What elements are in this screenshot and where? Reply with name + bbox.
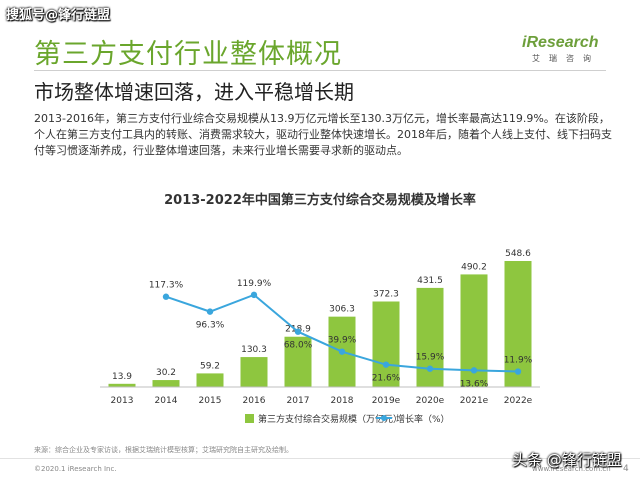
growth-point-2019e <box>382 361 390 368</box>
combo-chart: 13.930.259.2130.3218.9306.3372.3431.5490… <box>100 249 540 425</box>
legend-swatch-bars <box>245 414 254 423</box>
bar-label-2018: 306.3 <box>329 305 355 315</box>
x-tick-2019e: 2019e <box>372 396 401 406</box>
bar-2015 <box>196 373 224 387</box>
page-subtitle: 市场整体增速回落，进入平稳增长期 <box>34 80 354 104</box>
page-number: 4 <box>623 464 629 474</box>
bar-label-2013: 13.9 <box>112 372 132 382</box>
x-tick-2013: 2013 <box>111 396 134 406</box>
growth-point-2017 <box>294 328 302 335</box>
growth-label-2016: 119.9% <box>237 279 272 289</box>
x-tick-2020e: 2020e <box>416 396 445 406</box>
legend-swatch-line-dot <box>381 415 387 421</box>
bar-label-2020e: 431.5 <box>417 276 443 286</box>
bar-2017 <box>284 336 312 387</box>
growth-label-2020e: 15.9% <box>416 353 445 363</box>
bar-label-2019e: 372.3 <box>373 289 399 299</box>
bar-2020e <box>416 287 444 387</box>
x-tick-2017: 2017 <box>287 396 310 406</box>
page-description: 2013-2016年，第三方支付行业综合交易规模从13.9万亿元增长至130.3… <box>34 112 612 157</box>
title-divider <box>34 70 606 71</box>
growth-label-2021e: 13.6% <box>460 379 489 389</box>
growth-label-2014: 117.3% <box>149 281 184 291</box>
growth-point-2015 <box>206 308 214 315</box>
legend-label-bars: 第三方支付综合交易规模（万亿元） <box>258 413 402 425</box>
footer-divider <box>0 458 640 459</box>
growth-label-2015: 96.3% <box>196 321 225 331</box>
bar-label-2014: 30.2 <box>156 368 176 378</box>
bar-label-2015: 59.2 <box>200 361 220 371</box>
source-note: 来源：综合企业及专家访谈，根据艾瑞统计模型核算；艾瑞研究院自主研究及绘制。 <box>34 446 293 454</box>
growth-point-2018 <box>338 348 346 355</box>
growth-point-2020e <box>426 365 434 372</box>
x-tick-2018: 2018 <box>331 396 354 406</box>
watermark-bottom: 头条 @锋行链盟 <box>512 451 622 469</box>
x-tick-labels: 2013 2014 2015 2016 2017 2018 2019e 2020e 2021e 2… <box>111 396 533 406</box>
growth-label-2018: 39.9% <box>328 336 357 346</box>
legend-label-line: 增长率（%） <box>396 413 450 425</box>
line-series <box>162 291 522 375</box>
copyright: ©2020.1 iResearch Inc. <box>34 465 117 473</box>
x-tick-2016: 2016 <box>243 396 266 406</box>
bar-2019e <box>372 301 400 387</box>
bar-2014 <box>152 380 180 387</box>
chart-legend: 第三方支付综合交易规模（万亿元）增长率（%） <box>245 413 450 425</box>
growth-label-2019e: 21.6% <box>372 374 401 384</box>
iresearch-logo: iResearch 艾瑞咨询 <box>522 34 602 72</box>
footer-url: www.iresearch.com.cn <box>532 465 611 473</box>
bar-label-2016: 130.3 <box>241 345 267 355</box>
growth-point-2016 <box>250 291 258 299</box>
growth-point-2022e <box>514 368 522 375</box>
page-title: 第三方支付行业整体概况 <box>34 39 342 70</box>
bar-label-2022e: 548.6 <box>505 249 531 259</box>
bar-2013 <box>108 383 136 387</box>
chart-title: 2013-2022年中国第三方支付综合交易规模及增长率 <box>164 193 476 208</box>
line-value-labels: 117.3% 96.3% 119.9% 68.0% 39.9% 21.6% 15.9% 13.… <box>149 279 533 389</box>
growth-label-2022e: 11.9% <box>504 356 533 366</box>
x-tick-2014: 2014 <box>155 396 178 406</box>
bar-series <box>108 261 532 387</box>
bar-2016 <box>240 357 268 387</box>
watermark-top: 搜狐号@锋行链盟 <box>6 8 111 23</box>
x-tick-2022e: 2022e <box>504 396 533 406</box>
growth-label-2017: 68.0% <box>284 341 313 351</box>
logo-brand: iResearch <box>522 34 599 51</box>
bar-label-2021e: 490.2 <box>461 262 487 272</box>
x-tick-2015: 2015 <box>199 396 222 406</box>
growth-point-2021e <box>470 367 478 374</box>
x-tick-2021e: 2021e <box>460 396 489 406</box>
growth-point-2014 <box>162 293 170 300</box>
logo-sub: 艾瑞咨询 <box>532 54 600 63</box>
bar-2022e <box>504 261 532 387</box>
